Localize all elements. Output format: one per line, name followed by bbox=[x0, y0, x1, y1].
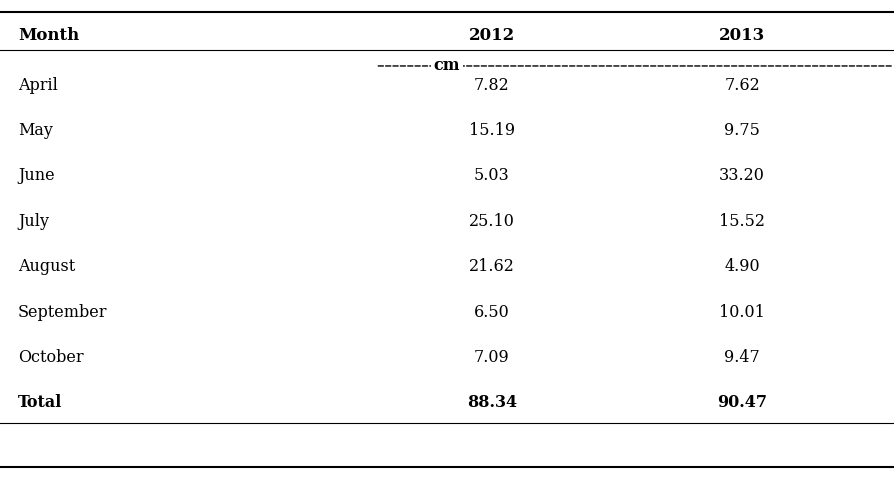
Text: May: May bbox=[18, 122, 53, 139]
Text: 21.62: 21.62 bbox=[468, 258, 515, 275]
Text: 10.01: 10.01 bbox=[719, 304, 765, 321]
Text: 15.52: 15.52 bbox=[719, 213, 765, 230]
Text: 7.09: 7.09 bbox=[474, 349, 510, 366]
Text: 2013: 2013 bbox=[719, 27, 765, 44]
Text: 90.47: 90.47 bbox=[717, 394, 767, 412]
Text: October: October bbox=[18, 349, 83, 366]
Text: 25.10: 25.10 bbox=[468, 213, 515, 230]
Text: 4.90: 4.90 bbox=[724, 258, 760, 275]
Text: July: July bbox=[18, 213, 49, 230]
Text: 9.47: 9.47 bbox=[724, 349, 760, 366]
Text: cm: cm bbox=[434, 57, 460, 75]
Text: Total: Total bbox=[18, 394, 62, 412]
Text: 33.20: 33.20 bbox=[719, 167, 765, 185]
Text: 88.34: 88.34 bbox=[467, 394, 517, 412]
Text: 7.62: 7.62 bbox=[724, 76, 760, 94]
Text: April: April bbox=[18, 76, 58, 94]
Text: 7.82: 7.82 bbox=[474, 76, 510, 94]
Text: 5.03: 5.03 bbox=[474, 167, 510, 185]
Text: September: September bbox=[18, 304, 107, 321]
Text: 15.19: 15.19 bbox=[468, 122, 515, 139]
Text: June: June bbox=[18, 167, 55, 185]
Text: August: August bbox=[18, 258, 75, 275]
Text: Month: Month bbox=[18, 27, 80, 44]
Text: 6.50: 6.50 bbox=[474, 304, 510, 321]
Text: 2012: 2012 bbox=[468, 27, 515, 44]
Text: 9.75: 9.75 bbox=[724, 122, 760, 139]
